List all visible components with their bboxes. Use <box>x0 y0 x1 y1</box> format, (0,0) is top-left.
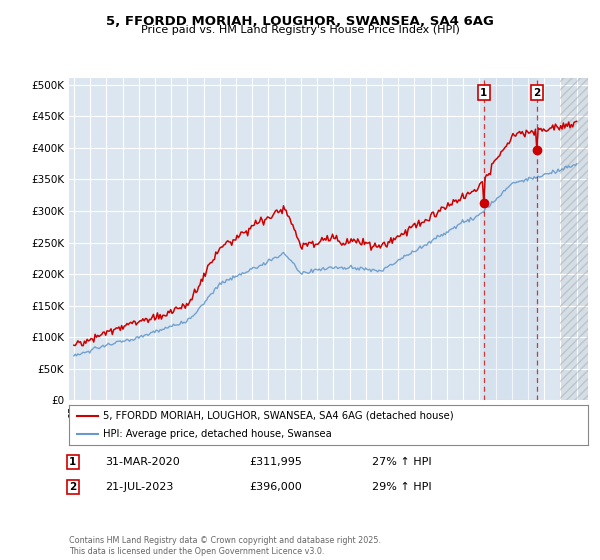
Bar <box>560 78 588 400</box>
Text: £311,995: £311,995 <box>249 457 302 467</box>
Text: 21-JUL-2023: 21-JUL-2023 <box>105 482 173 492</box>
Bar <box>484 78 537 400</box>
Text: 1: 1 <box>69 457 76 467</box>
Text: 2: 2 <box>69 482 76 492</box>
Text: 31-MAR-2020: 31-MAR-2020 <box>105 457 180 467</box>
Text: 5, FFORDD MORIAH, LOUGHOR, SWANSEA, SA4 6AG: 5, FFORDD MORIAH, LOUGHOR, SWANSEA, SA4 … <box>106 15 494 27</box>
Text: £396,000: £396,000 <box>249 482 302 492</box>
Bar <box>560 78 588 400</box>
Text: Price paid vs. HM Land Registry's House Price Index (HPI): Price paid vs. HM Land Registry's House … <box>140 25 460 35</box>
Text: 5, FFORDD MORIAH, LOUGHOR, SWANSEA, SA4 6AG (detached house): 5, FFORDD MORIAH, LOUGHOR, SWANSEA, SA4 … <box>103 411 454 421</box>
Text: 1: 1 <box>480 88 487 98</box>
Text: Contains HM Land Registry data © Crown copyright and database right 2025.
This d: Contains HM Land Registry data © Crown c… <box>69 536 381 556</box>
Text: 2: 2 <box>533 88 541 98</box>
Text: HPI: Average price, detached house, Swansea: HPI: Average price, detached house, Swan… <box>103 430 331 439</box>
Text: 29% ↑ HPI: 29% ↑ HPI <box>372 482 431 492</box>
Text: 27% ↑ HPI: 27% ↑ HPI <box>372 457 431 467</box>
